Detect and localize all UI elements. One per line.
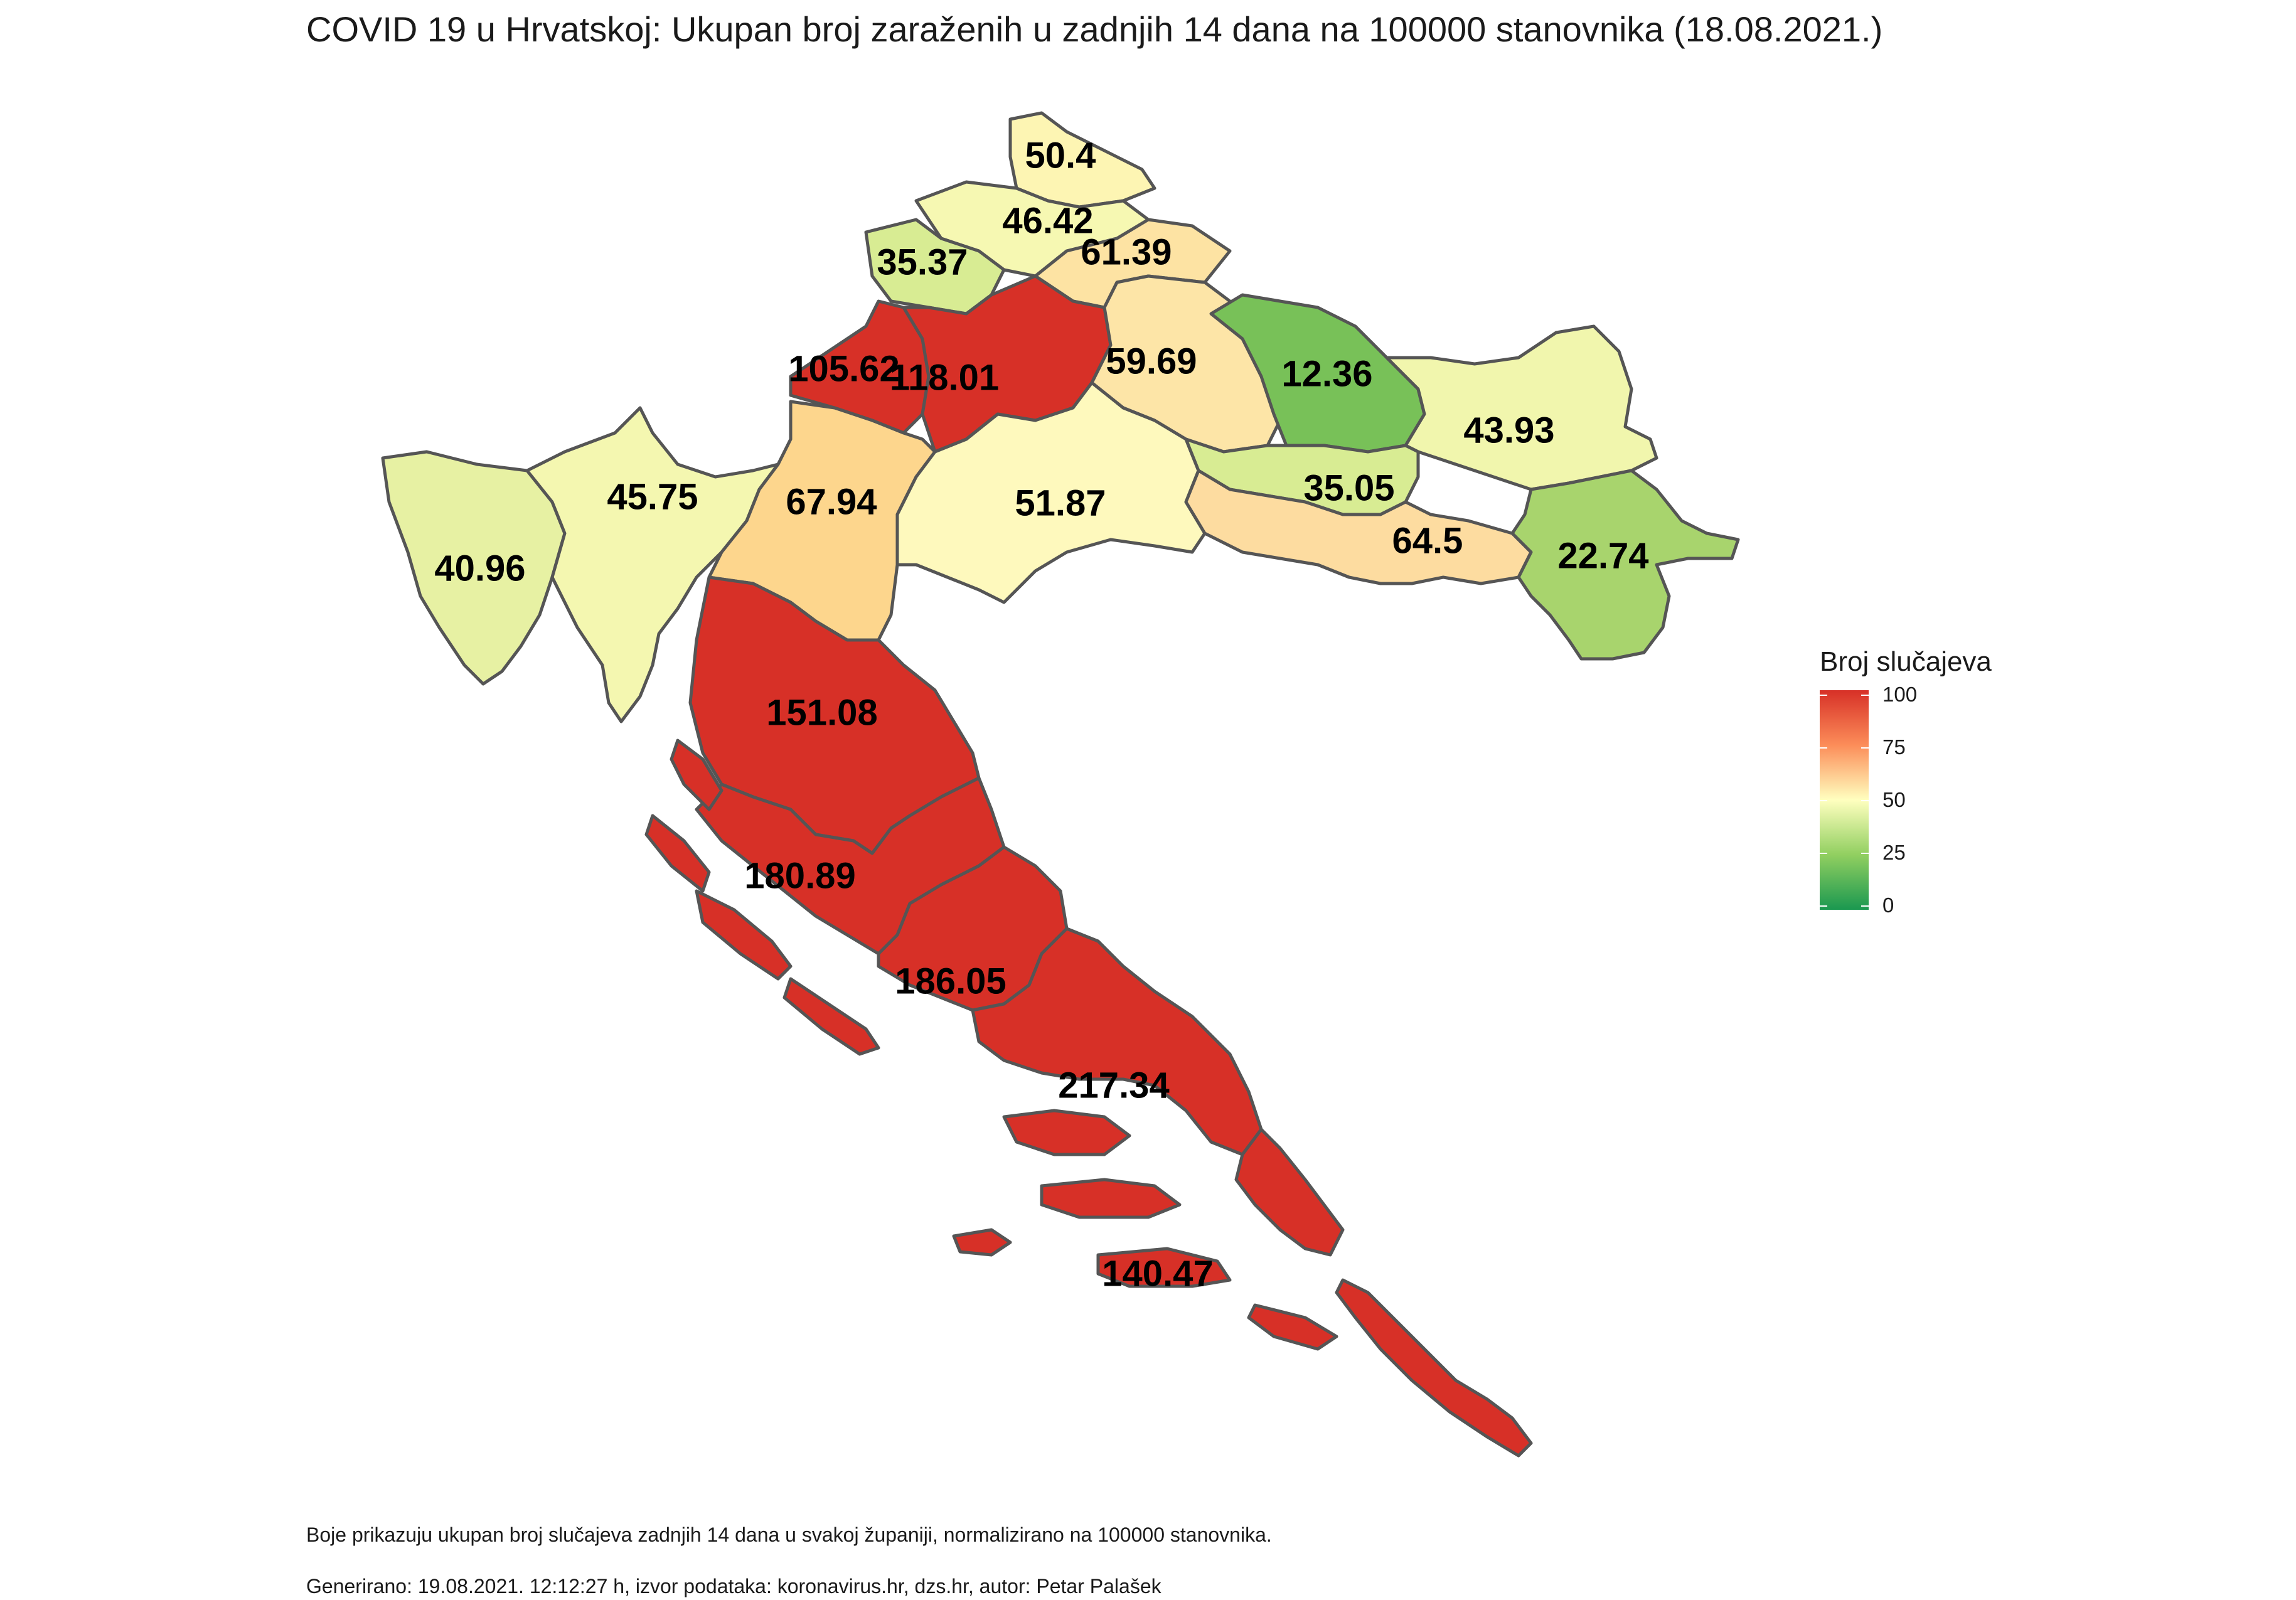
region-label-dubrovacko-neretvanska: 140.47 xyxy=(1102,1253,1213,1294)
region-karlovacka xyxy=(707,400,937,642)
color-legend: Broj slučajeva 100 75 50 25 0 xyxy=(1820,646,1992,917)
region-zadarska-island xyxy=(782,977,880,1056)
region-zadarska-island xyxy=(695,889,793,981)
region-label-osjecko-baranjska: 43.93 xyxy=(1463,410,1554,451)
region-label-sisacko-moslavacka: 51.87 xyxy=(1015,483,1106,523)
legend-tick-mark xyxy=(1861,800,1869,801)
region-label-varazdinska: 46.42 xyxy=(1002,200,1093,241)
footer-note: Boje prikazuju ukupan broj slučajeva zad… xyxy=(306,1523,1272,1546)
region-label-viroviticko-podravska: 12.36 xyxy=(1281,353,1372,394)
legend-tick-mark xyxy=(1861,747,1869,749)
region-sisacko-moslavacka xyxy=(895,381,1207,604)
region-splitsko-dalmatinska-island xyxy=(1040,1178,1182,1219)
legend-tick-mark xyxy=(1861,695,1869,696)
chart-title: COVID 19 u Hrvatskoj: Ukupan broj zaraže… xyxy=(306,9,1883,49)
region-label-krapinsko-zagorska: 35.37 xyxy=(877,242,968,282)
region-label-zadarska: 180.89 xyxy=(744,855,855,896)
legend-tick-mark xyxy=(1820,905,1827,907)
region-label-primorsko-goranska: 45.75 xyxy=(607,476,698,517)
region-label-splitsko-dalmatinska: 217.34 xyxy=(1058,1065,1169,1106)
legend-title: Broj slučajeva xyxy=(1820,646,1992,677)
legend-tick-label: 50 xyxy=(1882,788,1906,811)
region-label-licko-senjska: 151.08 xyxy=(766,692,877,733)
region-zadarska-island xyxy=(644,814,711,893)
legend-tick-mark xyxy=(1861,905,1869,907)
region-label-vukovarsko-srijemska: 22.74 xyxy=(1557,535,1648,576)
legend-tick-mark xyxy=(1820,853,1827,854)
region-label-grad-zagreb: 105.62 xyxy=(788,348,899,389)
region-dubrovacko-neretvanska xyxy=(1335,1278,1533,1458)
region-primorsko-goranska xyxy=(525,406,780,723)
region-label-brodsko-posavska: 64.5 xyxy=(1392,520,1463,561)
region-dubrovacko-neretvanska-island xyxy=(1096,1247,1232,1288)
region-dubrovacko-neretvanska-island xyxy=(1247,1303,1338,1351)
region-label-zagrebacka: 118.01 xyxy=(890,357,999,398)
region-label-medimurska: 50.4 xyxy=(1025,135,1096,176)
region-dubrovacko-neretvanska xyxy=(1234,1128,1345,1257)
region-istarska xyxy=(381,450,567,686)
region-label-pozesko-slavonska: 35.05 xyxy=(1303,467,1394,508)
region-label-karlovacka: 67.94 xyxy=(786,481,877,522)
region-zadarska-island xyxy=(670,739,724,811)
region-vukovarsko-srijemska xyxy=(1510,469,1740,661)
region-dubrovacko-neretvanska-island xyxy=(952,1228,1012,1257)
region-label-koprivnicko-krizevacka: 61.39 xyxy=(1081,232,1172,272)
legend-tick-mark xyxy=(1820,695,1827,696)
legend-tick-mark xyxy=(1820,800,1827,801)
region-splitsko-dalmatinska xyxy=(971,927,1263,1156)
legend-tick-label: 25 xyxy=(1882,841,1906,864)
region-osjecko-baranjska xyxy=(1385,324,1658,491)
region-label-sibensko-kninska: 186.05 xyxy=(895,961,1006,1001)
legend-color-bar xyxy=(1820,690,1869,910)
region-medimurska xyxy=(1008,111,1156,209)
legend-tick-mark xyxy=(1861,853,1869,854)
legend-tick-label: 75 xyxy=(1882,735,1906,759)
legend-tick-label: 0 xyxy=(1882,893,1894,917)
region-label-bjelovarsko-bilogorska: 59.69 xyxy=(1106,341,1197,381)
legend-tick-mark xyxy=(1820,747,1827,749)
legend-tick-label: 100 xyxy=(1882,683,1918,706)
region-splitsko-dalmatinska-island xyxy=(1002,1109,1131,1156)
region-label-istarska: 40.96 xyxy=(434,548,525,589)
footer-credits: Generirano: 19.08.2021. 12:12:27 h, izvo… xyxy=(306,1575,1161,1597)
